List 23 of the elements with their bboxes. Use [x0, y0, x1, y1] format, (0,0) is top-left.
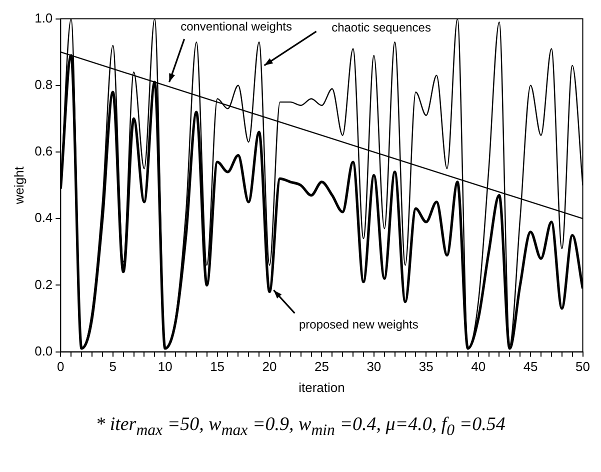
x-tick-label: 35	[418, 359, 434, 374]
y-tick-label: 1.0	[34, 10, 53, 26]
x-tick-label: 20	[262, 359, 277, 374]
y-tick-label: 0.0	[34, 343, 53, 358]
annotation: chaotic sequences	[332, 20, 431, 35]
x-tick-label: 0	[57, 359, 64, 374]
x-tick-label: 25	[314, 359, 329, 374]
y-tick-label: 0.8	[34, 76, 53, 92]
y-tick-label: 0.4	[34, 210, 53, 226]
x-tick-label: 15	[210, 359, 225, 374]
annotation: conventional weights	[180, 19, 292, 34]
y-tick-label: 0.2	[34, 276, 53, 292]
x-tick-label: 5	[109, 359, 116, 374]
x-tick-label: 45	[523, 359, 538, 374]
y-tick-label: 0.6	[34, 144, 53, 159]
annotation: proposed new weights	[298, 318, 418, 332]
text: * iter$_{max}$ =50, w$_{max}$ =0.9, w$_{min}$ =0.4, μ=4.0, f$_{0}$ =0.54	[96, 414, 506, 439]
x-tick-label: 40	[471, 359, 486, 374]
x-tick-label: 10	[158, 359, 172, 374]
x-axis-title: iteration	[298, 380, 345, 395]
x-tick-label: 50	[576, 359, 590, 374]
y-axis-title: weight	[11, 166, 26, 206]
x-tick-label: 30	[366, 359, 382, 374]
